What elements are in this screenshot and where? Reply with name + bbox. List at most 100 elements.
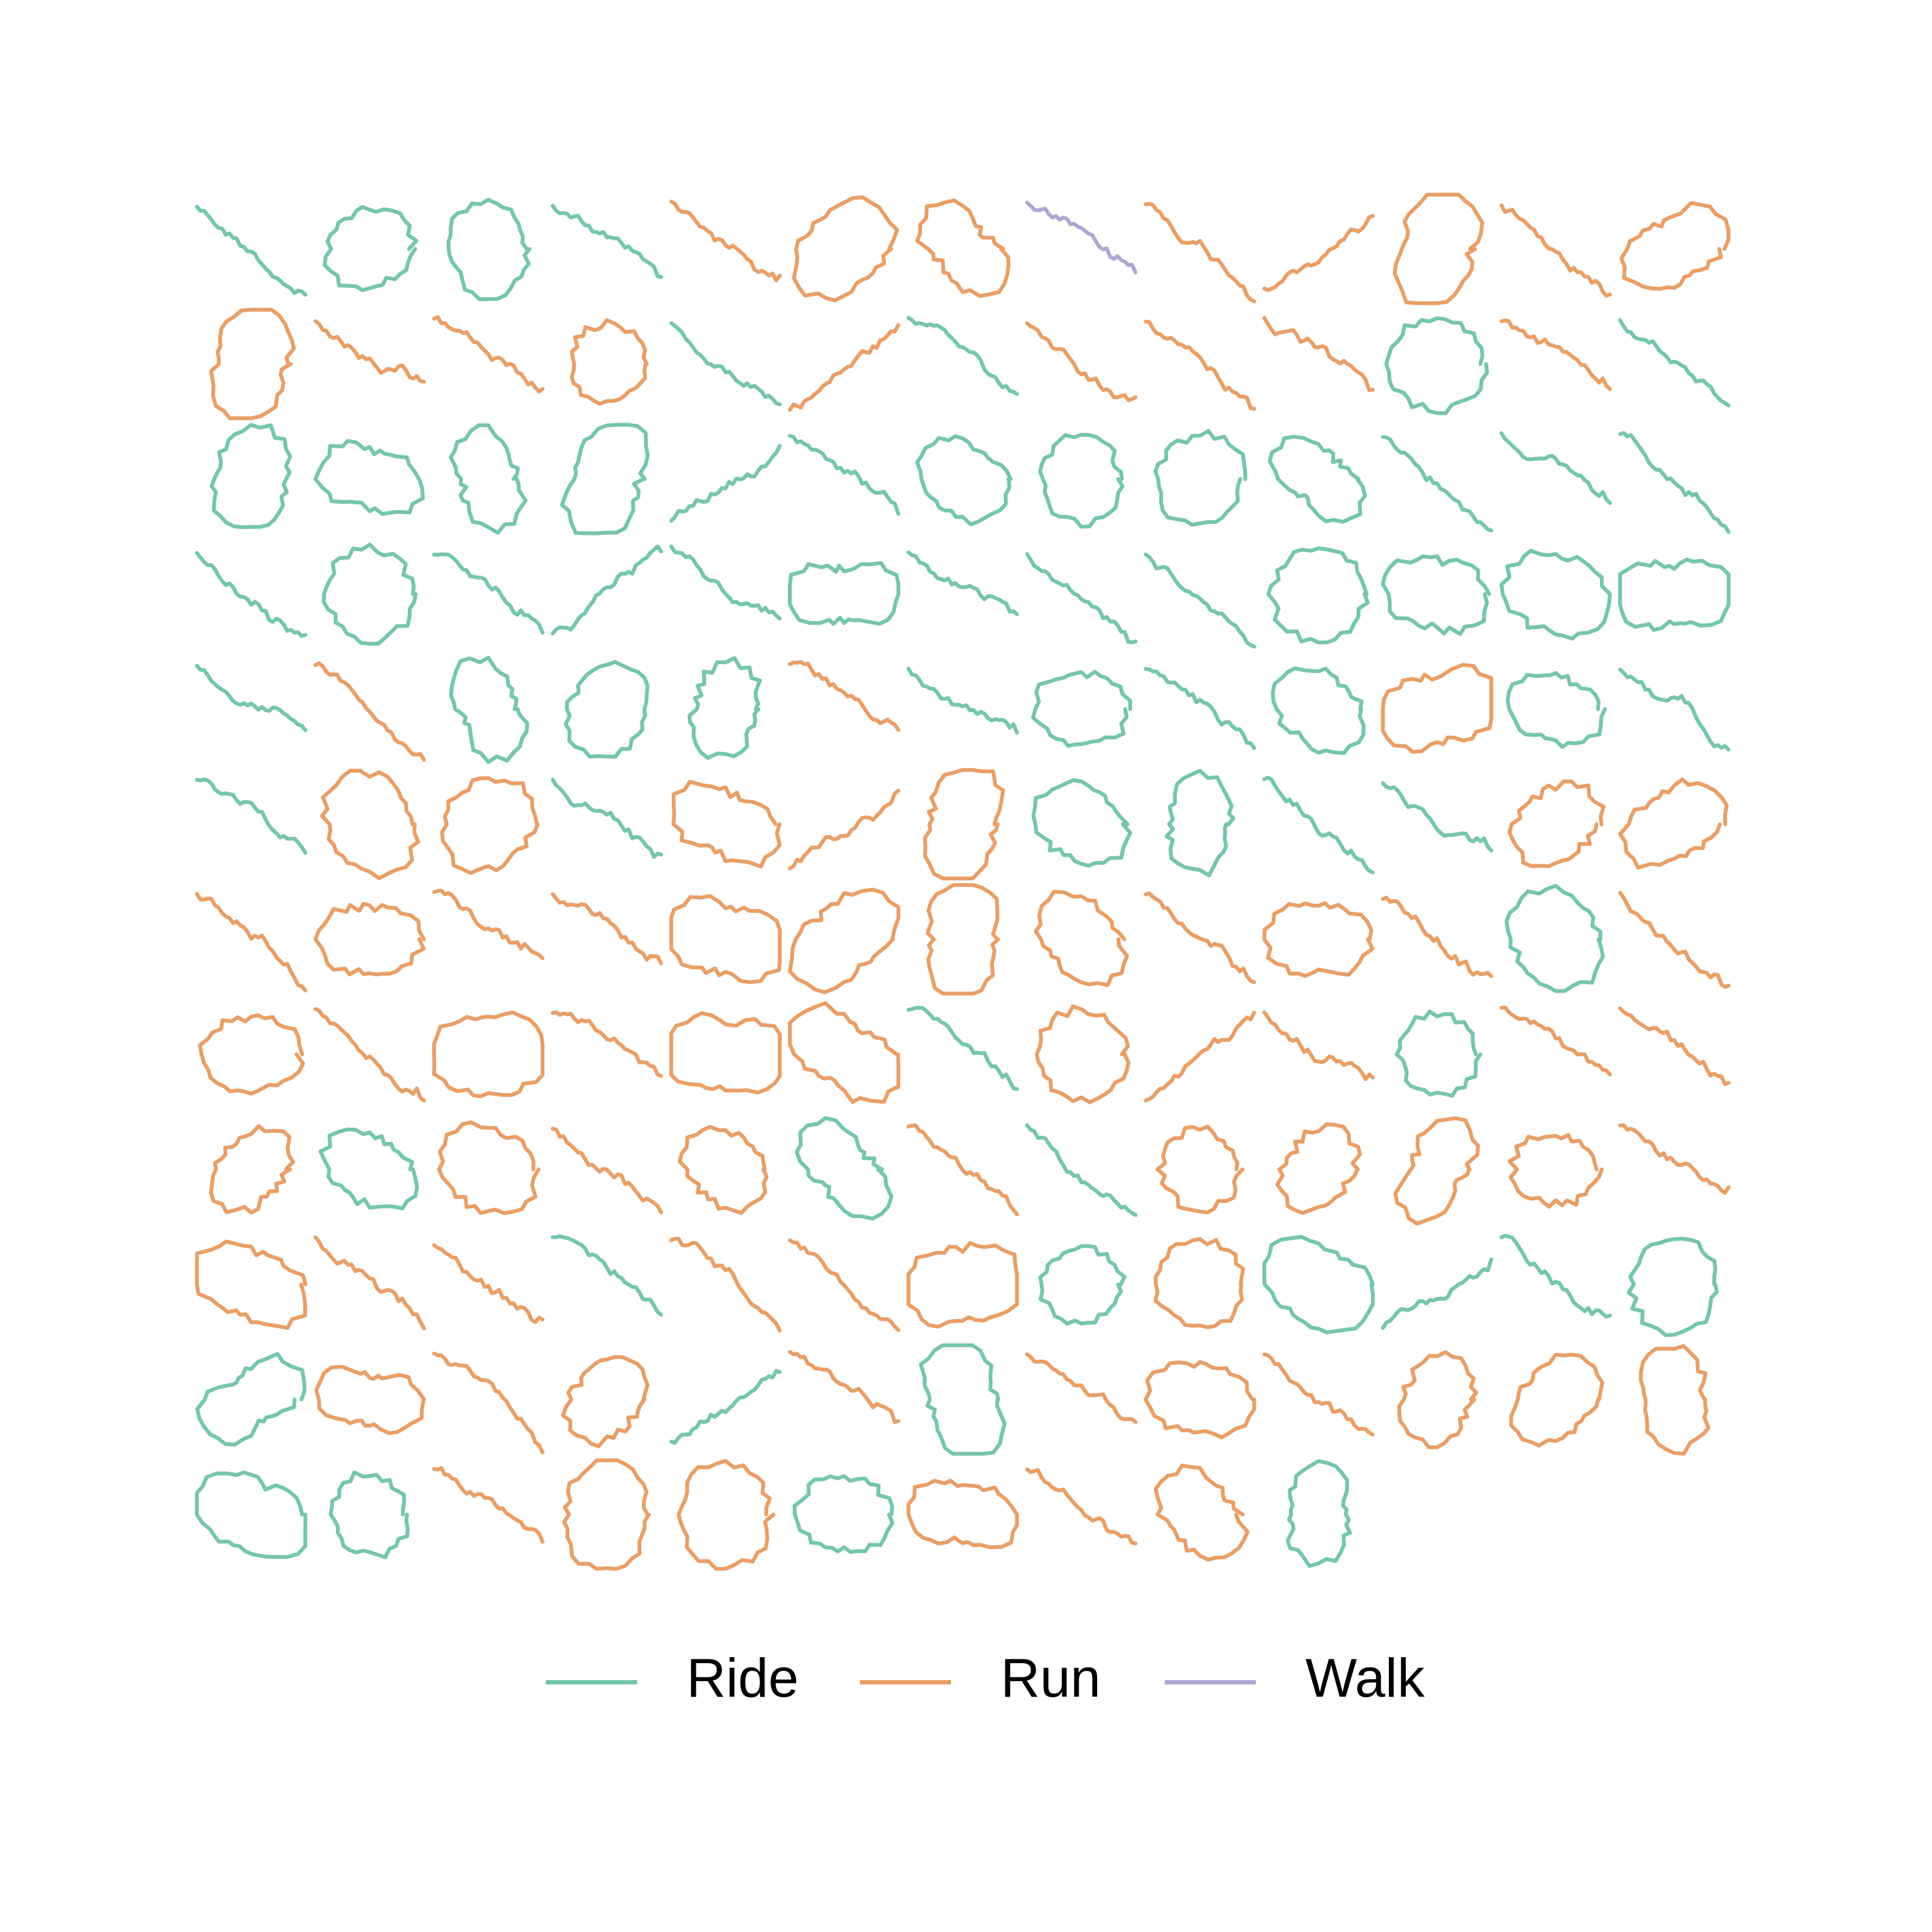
- route: [561, 1355, 649, 1448]
- route: [1262, 901, 1375, 978]
- route: [432, 1010, 545, 1098]
- route: [669, 200, 782, 282]
- route: [1143, 202, 1256, 304]
- route: [551, 1234, 663, 1317]
- route: [1397, 1350, 1478, 1449]
- route: [669, 444, 782, 523]
- route: [1143, 320, 1256, 411]
- route: [1381, 1257, 1494, 1330]
- route: [195, 664, 308, 732]
- route: [1153, 429, 1248, 527]
- route: [1500, 1233, 1612, 1319]
- route: [314, 901, 426, 977]
- route: [792, 195, 899, 303]
- route: [432, 1466, 545, 1544]
- route: [1381, 781, 1494, 853]
- route: [915, 434, 1013, 527]
- route: [1267, 435, 1367, 524]
- route: [1143, 891, 1256, 984]
- route: [1393, 192, 1484, 305]
- route: [562, 1458, 651, 1571]
- route: [788, 561, 900, 626]
- route: [1500, 549, 1612, 641]
- route: [669, 894, 782, 984]
- route: [1025, 1352, 1137, 1424]
- route: [314, 1235, 426, 1331]
- route: [322, 543, 418, 646]
- route: [1384, 316, 1489, 416]
- route: [1381, 663, 1494, 754]
- route: [1038, 1244, 1127, 1326]
- route: [432, 552, 545, 635]
- route: [437, 1120, 541, 1215]
- route: [551, 1010, 663, 1078]
- route: [788, 1350, 900, 1424]
- route: [1262, 1352, 1375, 1437]
- route: [1034, 1004, 1130, 1105]
- route: [1394, 1009, 1483, 1098]
- route: [919, 1343, 1007, 1456]
- route: [195, 1352, 307, 1447]
- route: [551, 1127, 663, 1214]
- route: [669, 1369, 782, 1445]
- route: [432, 888, 545, 960]
- route: [1155, 1124, 1245, 1214]
- route: [1618, 667, 1731, 752]
- route: [314, 319, 426, 384]
- route: [1262, 775, 1375, 875]
- route: [915, 198, 1010, 298]
- route: [1506, 671, 1607, 749]
- route: [314, 439, 425, 516]
- route: [449, 423, 528, 535]
- route: [1033, 889, 1129, 987]
- route: [1262, 1235, 1375, 1335]
- route: [195, 892, 308, 992]
- route: [1500, 203, 1612, 298]
- route: [669, 321, 782, 407]
- route: [314, 1007, 426, 1103]
- route: [906, 1006, 1019, 1091]
- route: [432, 1243, 545, 1324]
- route: [1639, 1344, 1711, 1456]
- route: [320, 768, 420, 881]
- route: [788, 1001, 900, 1104]
- route: [1262, 214, 1375, 292]
- route: [1509, 1352, 1605, 1448]
- route: [570, 318, 649, 406]
- route: [1038, 432, 1125, 529]
- route: [1143, 1010, 1256, 1103]
- route: [195, 551, 308, 638]
- route: [669, 544, 782, 621]
- route: [551, 778, 663, 859]
- route: [1618, 318, 1731, 408]
- route: [788, 660, 900, 732]
- route: [669, 1011, 782, 1095]
- route: [314, 1364, 426, 1435]
- route: [1618, 1123, 1731, 1195]
- route: [1500, 1005, 1612, 1076]
- route: [432, 1351, 545, 1454]
- route: [788, 789, 900, 870]
- route: [1507, 779, 1606, 869]
- route: [1381, 895, 1494, 978]
- route: [788, 1238, 900, 1332]
- route: [563, 660, 649, 759]
- route: [669, 1237, 782, 1333]
- route: [560, 423, 650, 535]
- route: [1381, 554, 1491, 636]
- route: [1025, 200, 1137, 275]
- route: [1507, 1133, 1604, 1209]
- route: [314, 661, 426, 762]
- route: [440, 776, 540, 875]
- route: [906, 550, 1019, 616]
- route: [906, 316, 1019, 396]
- route: [432, 315, 545, 394]
- route: [209, 423, 292, 529]
- route: [551, 892, 663, 966]
- route: [1153, 1237, 1245, 1329]
- route: [1618, 890, 1731, 989]
- route: [788, 434, 900, 516]
- route: [551, 203, 663, 279]
